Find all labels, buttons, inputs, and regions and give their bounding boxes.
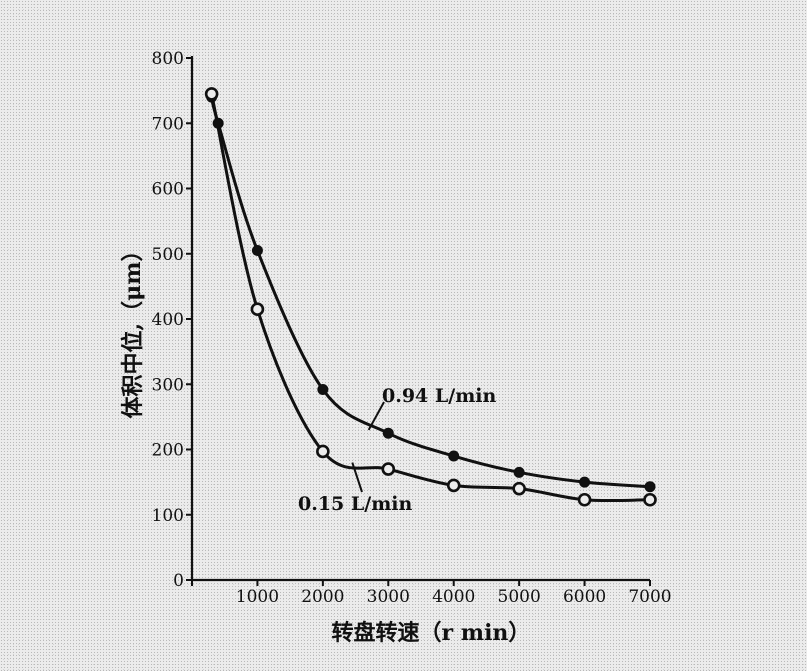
data-point-s0-7 (579, 476, 591, 488)
y-tick-label: 800 (152, 49, 184, 69)
y-tick-label: 500 (152, 245, 184, 265)
data-point-s1-0 (204, 87, 219, 101)
x-tick-label: 3000 (367, 587, 410, 607)
series-line-0 (210, 96, 651, 489)
data-point-s0-6 (513, 466, 525, 478)
x-tick-label: 1000 (236, 587, 279, 607)
y-tick-label: 100 (152, 506, 184, 526)
series-label-0: 0.94 L/min (382, 385, 497, 407)
data-point-s1-4 (446, 478, 461, 493)
x-tick-label: 7000 (628, 587, 671, 607)
data-point-s1-7 (643, 492, 657, 507)
data-point-s1-2 (316, 444, 330, 459)
data-point-s0-8 (644, 481, 656, 493)
y-axis-title: 体积中位,（μm） (120, 239, 146, 418)
x-tick-label: 2000 (301, 587, 344, 607)
y-tick-label: 0 (173, 571, 184, 591)
y-tick-label: 200 (152, 441, 184, 461)
y-tick-label: 300 (152, 375, 184, 395)
labels: 0.94 L/min 0.15 L/min (298, 385, 497, 515)
data-point-s0-1 (212, 117, 224, 129)
axes: 0 100 200 300 400 500 600 700 800 1000 2000 3000 400… (120, 49, 672, 646)
data-point-s0-4 (382, 427, 394, 439)
y-tick-label: 400 (152, 310, 184, 330)
curves (210, 93, 651, 503)
y-tick-label: 700 (152, 114, 184, 134)
data-point-s1-3 (381, 462, 396, 476)
x-axis-title: 转盘转速（r min） (332, 620, 531, 646)
data-point-s0-5 (448, 450, 460, 462)
x-tick-label: 6000 (563, 587, 606, 607)
y-tick-label: 600 (152, 180, 184, 200)
label-leader-1 (351, 462, 363, 493)
markers (204, 87, 657, 507)
data-point-s0-3 (317, 383, 329, 395)
series-label-1: 0.15 L/min (298, 493, 413, 515)
data-point-s1-6 (577, 492, 592, 507)
x-tick-label: 5000 (498, 587, 541, 607)
label-leader-0 (367, 401, 385, 431)
data-point-s1-1 (250, 302, 265, 317)
data-point-s1-5 (512, 481, 526, 496)
data-point-s0-2 (251, 244, 263, 256)
x-tick-label: 4000 (432, 587, 475, 607)
